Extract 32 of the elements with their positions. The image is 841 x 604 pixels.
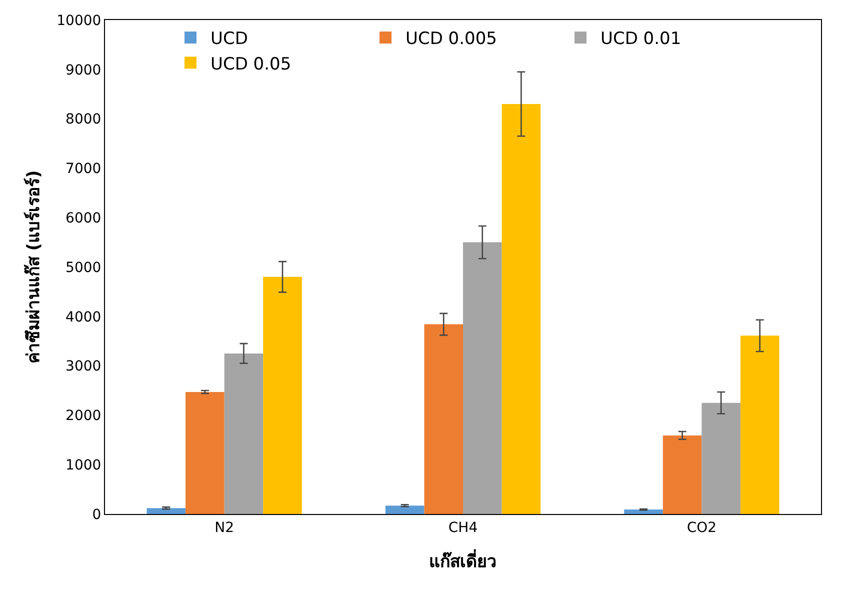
- legend-label: UCD 0.005: [406, 29, 497, 50]
- bar: [385, 506, 424, 514]
- legend-label: UCD 0.01: [600, 29, 682, 50]
- y-tick-label: 5000: [66, 260, 102, 276]
- bar: [662, 435, 702, 514]
- y-tick-label: 10000: [56, 12, 102, 29]
- y-tick-label: 0: [92, 506, 102, 523]
- y-axis-title: ค่าซึมผ่านแก๊ส (แบร์เรอร์): [23, 170, 44, 364]
- bar: [224, 353, 264, 514]
- bar: [263, 276, 302, 514]
- bar: [146, 508, 186, 514]
- y-tick-label: 2000: [66, 408, 102, 424]
- x-tick-label: N2: [214, 520, 234, 536]
- bar: [186, 392, 224, 514]
- x-axis-title: แก๊สเดี่ยว: [429, 549, 497, 572]
- legend-label: UCD: [210, 29, 248, 50]
- y-tick-label: 3000: [66, 358, 102, 375]
- bar: [624, 510, 663, 514]
- bar: [502, 104, 541, 514]
- bar: [740, 336, 780, 514]
- bar: [424, 324, 463, 514]
- x-tick-label: CO2: [686, 520, 717, 536]
- y-tick-label: 4000: [66, 309, 102, 326]
- y-tick-label: 7000: [66, 161, 102, 178]
- y-tick-label: 6000: [66, 210, 102, 226]
- bar: [463, 242, 502, 514]
- bar: [702, 402, 740, 514]
- x-tick-label: CH4: [448, 520, 478, 536]
- y-tick-label: 1000: [66, 458, 102, 474]
- legend-label: UCD 0.05: [210, 54, 292, 74]
- y-tick-label: 9000: [66, 62, 102, 78]
- y-tick-label: 8000: [66, 112, 102, 128]
